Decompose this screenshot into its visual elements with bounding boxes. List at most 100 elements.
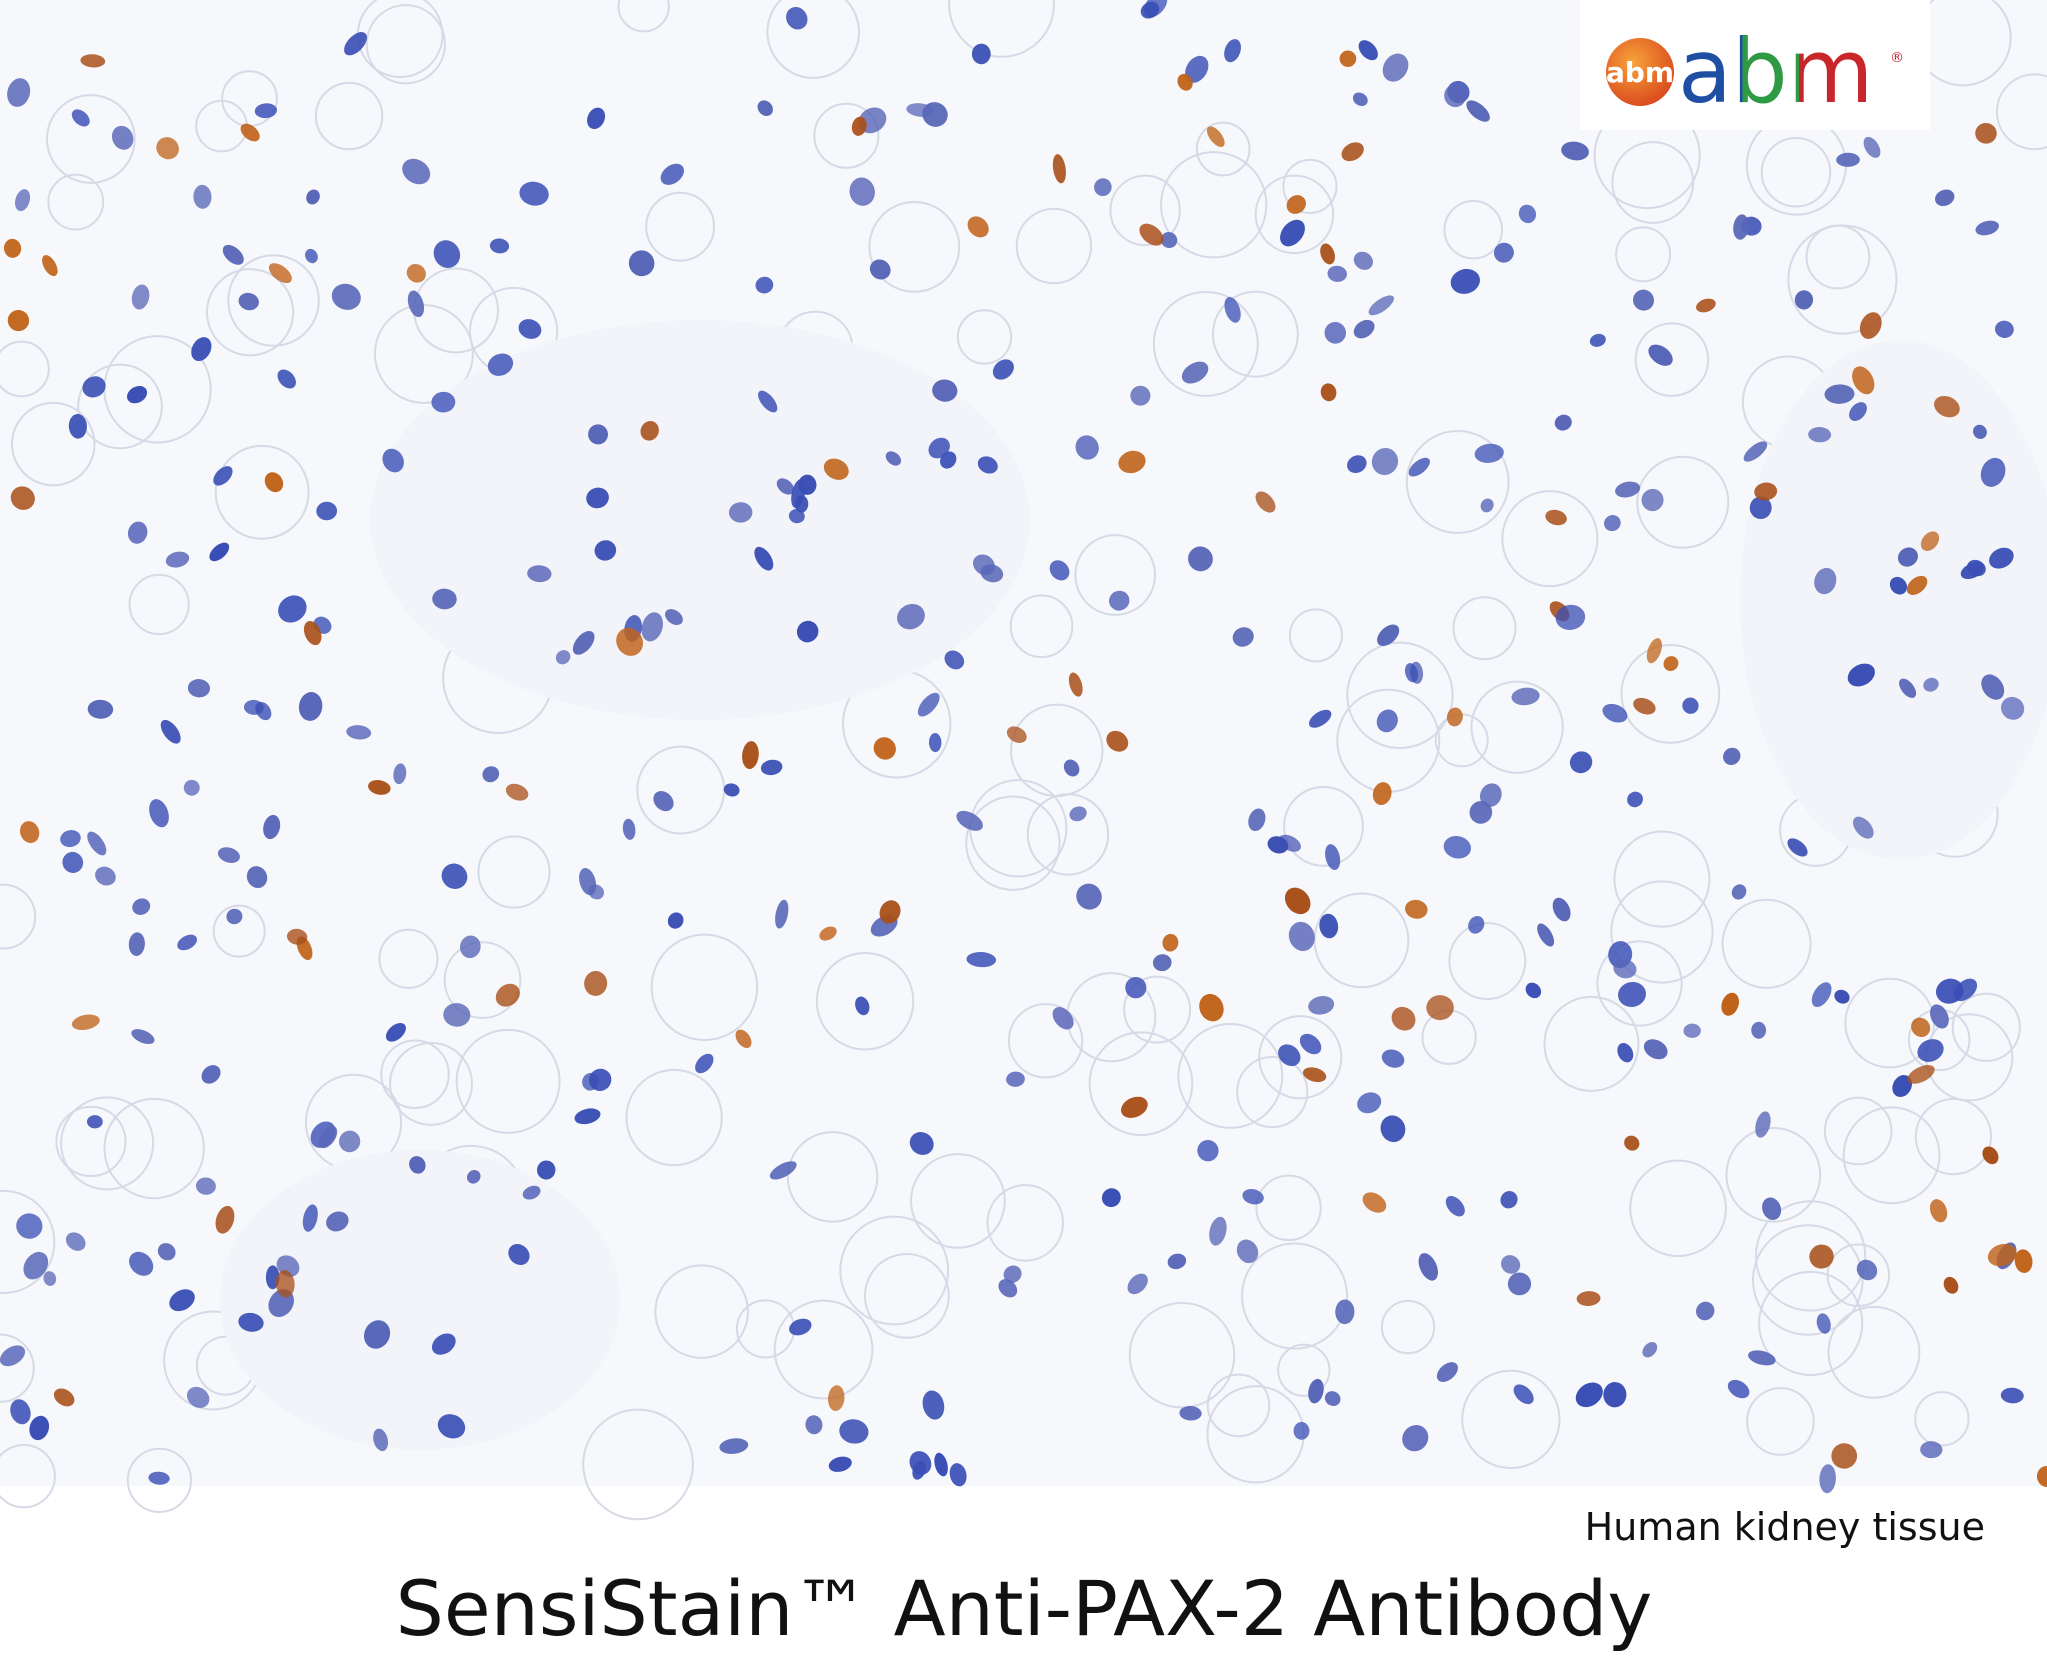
nucleus bbox=[1353, 251, 1373, 270]
nucleus bbox=[594, 540, 617, 561]
nucleus bbox=[87, 831, 107, 856]
nucleus bbox=[432, 588, 457, 610]
nucleus bbox=[1371, 448, 1399, 475]
positive-nucleus bbox=[7, 310, 30, 332]
nucleus bbox=[1641, 488, 1664, 512]
positive-nucleus bbox=[873, 737, 896, 760]
positive-nucleus bbox=[1929, 1199, 1948, 1223]
cell-outline bbox=[1751, 1224, 1864, 1336]
cell-outline bbox=[813, 102, 880, 169]
nucleus bbox=[169, 1289, 195, 1312]
nucleus bbox=[318, 1126, 338, 1149]
cell-outline bbox=[55, 1105, 127, 1178]
nucleus bbox=[992, 359, 1014, 380]
nucleus bbox=[1368, 295, 1395, 316]
nucleus bbox=[1436, 1362, 1458, 1382]
nucleus bbox=[1814, 567, 1837, 595]
nucleus bbox=[1808, 426, 1832, 443]
nucleus bbox=[331, 283, 361, 310]
tissue bbox=[0, 0, 2047, 1521]
positive-nucleus bbox=[1199, 993, 1224, 1022]
nucleus bbox=[622, 818, 636, 840]
nucleus bbox=[302, 1204, 318, 1232]
nucleus bbox=[1381, 1049, 1405, 1068]
positive-nucleus bbox=[1320, 383, 1337, 402]
cell-outline bbox=[1026, 793, 1110, 876]
logo-wordmark: abm bbox=[1678, 20, 1874, 123]
nucleus bbox=[508, 1244, 530, 1265]
nucleus bbox=[1188, 546, 1213, 572]
nucleus bbox=[1552, 897, 1571, 922]
nucleus bbox=[653, 791, 674, 812]
positive-nucleus bbox=[264, 472, 284, 493]
nucleus bbox=[1642, 1341, 1658, 1358]
nucleus bbox=[15, 189, 31, 212]
positive-nucleus bbox=[156, 137, 179, 160]
nucleus bbox=[1633, 289, 1655, 311]
cell-outline bbox=[1236, 1055, 1309, 1129]
nucleus bbox=[1513, 1384, 1534, 1405]
nucleus bbox=[641, 612, 663, 642]
nucleus bbox=[1075, 435, 1099, 460]
nucleus bbox=[1353, 319, 1375, 339]
nucleus bbox=[1480, 498, 1494, 513]
cell-outline bbox=[128, 573, 190, 636]
cell-outline bbox=[0, 1189, 56, 1295]
nucleus bbox=[1445, 1195, 1465, 1217]
nucleus bbox=[344, 32, 367, 56]
logo-badge-text: abm bbox=[1606, 56, 1674, 89]
nucleus bbox=[1466, 100, 1490, 122]
nucleus bbox=[433, 240, 461, 268]
nucleus bbox=[940, 451, 957, 469]
cell-outline bbox=[1007, 1003, 1084, 1079]
positive-nucleus bbox=[268, 263, 292, 284]
positive-nucleus bbox=[2014, 1249, 2033, 1273]
cell-outline bbox=[477, 835, 551, 909]
nucleus bbox=[1627, 791, 1643, 808]
positive-nucleus bbox=[1545, 509, 1567, 526]
nucleus bbox=[1319, 913, 1339, 939]
positive-nucleus bbox=[406, 263, 426, 283]
positive-nucleus bbox=[1162, 933, 1179, 952]
positive-nucleus bbox=[1920, 531, 1940, 551]
cell-outline bbox=[868, 200, 961, 293]
nucleus bbox=[1589, 333, 1606, 347]
nucleus bbox=[1892, 1075, 1912, 1098]
nucleus bbox=[1923, 677, 1939, 692]
positive-nucleus bbox=[827, 1385, 845, 1412]
cell-outline bbox=[1746, 1387, 1815, 1456]
nucleus bbox=[149, 799, 169, 828]
nucleus bbox=[757, 100, 773, 116]
nucleus bbox=[665, 609, 683, 625]
positive-nucleus bbox=[584, 970, 608, 996]
nucleus bbox=[1554, 414, 1572, 431]
nucleus bbox=[157, 1243, 176, 1261]
cell-outline bbox=[1160, 151, 1268, 259]
cell-outline bbox=[443, 941, 522, 1019]
cell-outline bbox=[1615, 226, 1672, 283]
positive-nucleus bbox=[1852, 366, 1875, 395]
nucleus bbox=[1643, 1039, 1668, 1060]
cell-outline bbox=[1842, 1106, 1941, 1205]
nucleus bbox=[1852, 816, 1874, 839]
nucleus bbox=[346, 725, 372, 740]
nucleus bbox=[1749, 496, 1772, 520]
nucleus bbox=[1989, 547, 2014, 569]
nucleus bbox=[527, 565, 552, 583]
nucleus bbox=[1179, 1406, 1202, 1421]
nucleus bbox=[1500, 1191, 1518, 1209]
positive-nucleus bbox=[1391, 1006, 1416, 1031]
nucleus bbox=[1834, 989, 1850, 1004]
cell-outline bbox=[214, 444, 310, 540]
cell-outline bbox=[839, 1215, 950, 1326]
nucleus bbox=[443, 1003, 471, 1027]
nucleus bbox=[1537, 923, 1555, 947]
nucleus bbox=[254, 103, 277, 119]
nucleus bbox=[1309, 709, 1332, 728]
cell-outline bbox=[45, 94, 136, 184]
cell-outline bbox=[1074, 534, 1157, 616]
positive-nucleus bbox=[1446, 707, 1463, 727]
nucleus bbox=[1648, 344, 1673, 366]
positive-nucleus bbox=[495, 983, 520, 1007]
cell-outline bbox=[1195, 121, 1251, 177]
